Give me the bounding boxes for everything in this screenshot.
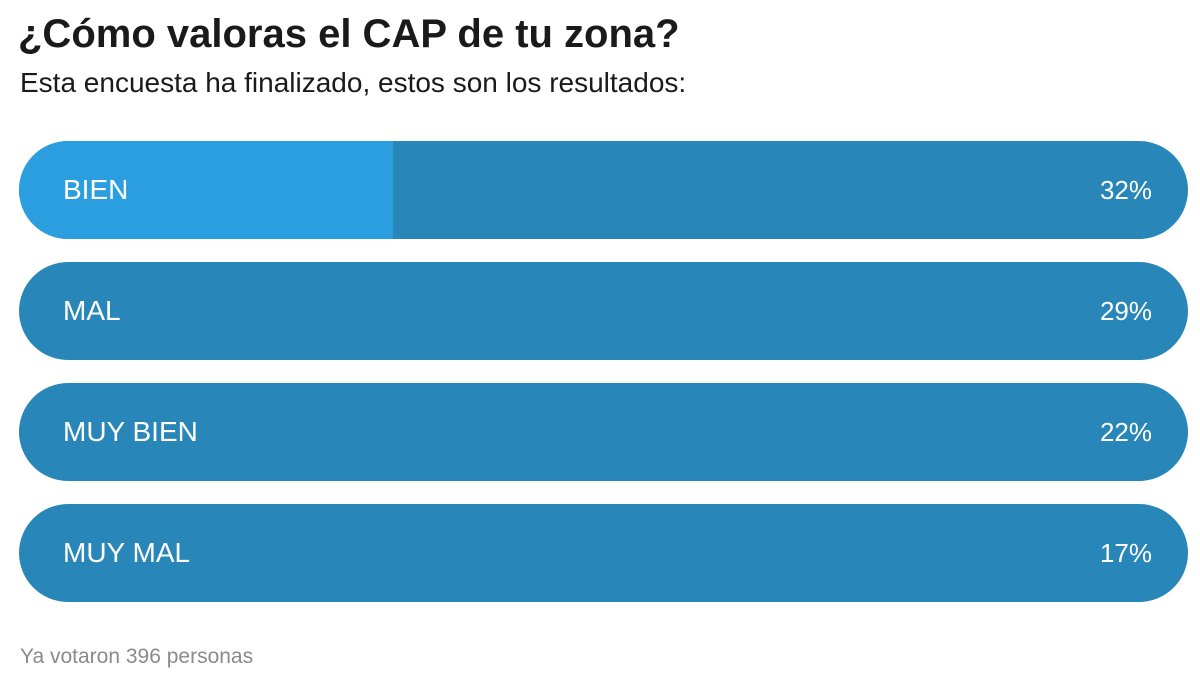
option-percentage: 22%: [1099, 417, 1152, 447]
option-percentage: 32%: [1099, 175, 1152, 205]
option-percentage: 17%: [1099, 538, 1152, 568]
option-label: MAL: [63, 295, 121, 326]
option-label: MUY MAL: [63, 537, 191, 568]
poll-option-muy-bien: MUY BIEN 22%: [19, 383, 1188, 481]
result-fill-bar: [19, 141, 394, 239]
option-label: BIEN: [63, 174, 129, 205]
vote-count: Ya votaron 396 personas: [20, 645, 254, 668]
poll-option-muy-mal: MUY MAL 17%: [19, 504, 1188, 602]
poll-option-bien: BIEN 32%: [19, 141, 1188, 239]
poll-results: BIEN 32% MAL 29% MUY BIEN 22% MUY MAL 17…: [19, 141, 1188, 625]
poll-option-mal: MAL 29%: [19, 262, 1188, 360]
option-percentage: 29%: [1099, 296, 1152, 326]
poll-title: ¿Cómo valoras el CAP de tu zona?: [18, 12, 680, 56]
poll-subtitle: Esta encuesta ha finalizado, estos son l…: [20, 67, 687, 98]
option-label: MUY BIEN: [63, 416, 198, 447]
